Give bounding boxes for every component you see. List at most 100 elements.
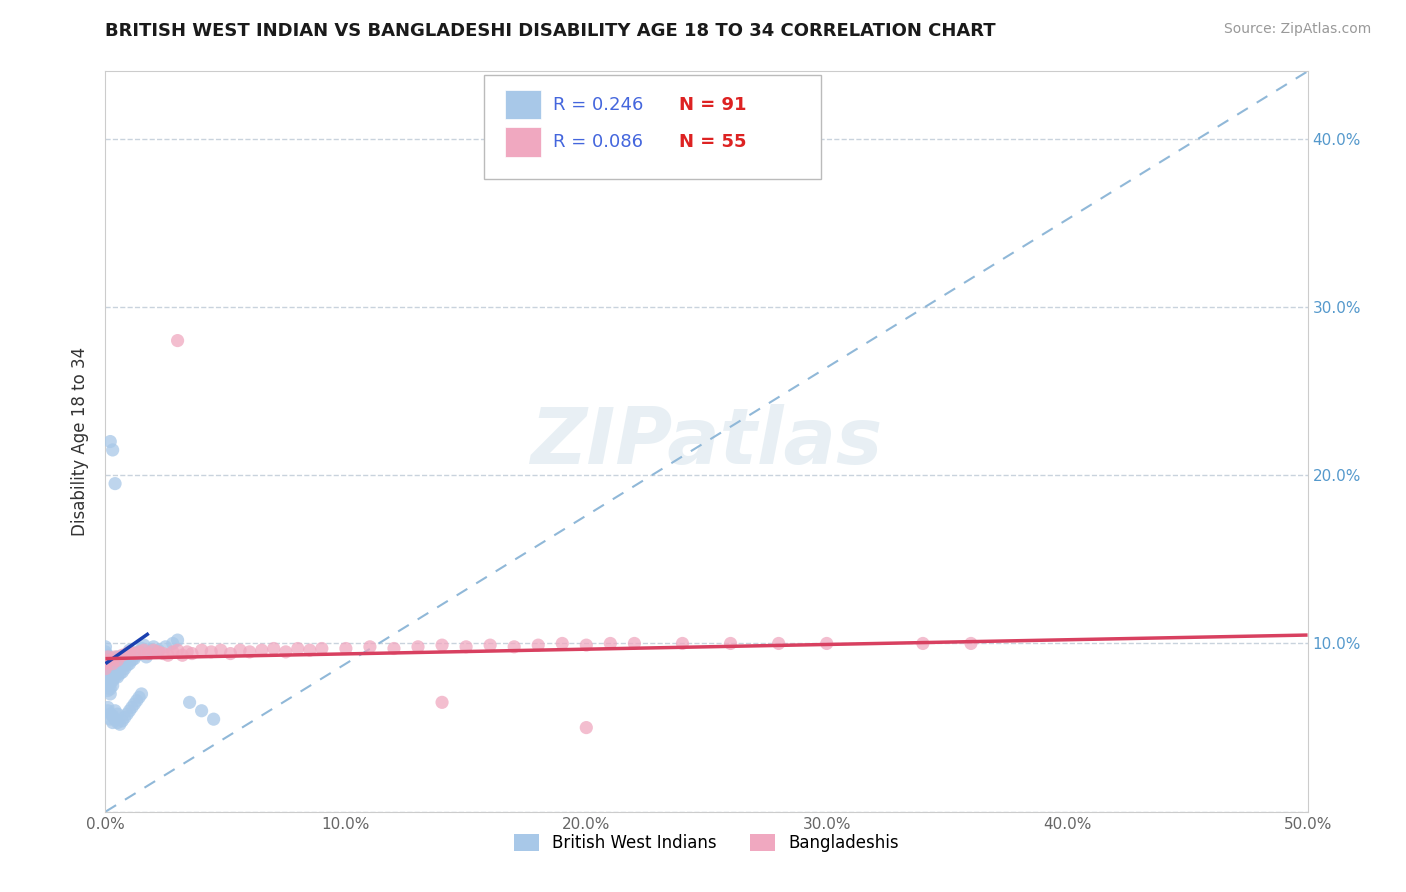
Point [104,704,127,718]
Point [107,649,129,664]
Point [125,694,148,708]
Point [107,658,129,673]
Point [815,636,838,650]
Point [118,649,141,664]
Point [115,658,138,673]
Point [960,636,983,650]
Point [101,666,124,681]
Point [121,647,143,661]
Point [111,649,134,664]
Point [104,649,127,664]
Point [162,645,184,659]
Point [124,651,146,665]
Point [128,645,150,659]
Point [108,717,131,731]
Point [97,648,120,663]
Point [94,666,117,681]
Point [114,655,136,669]
Point [94,640,117,654]
Point [135,649,157,664]
Point [101,715,124,730]
Point [98,665,121,679]
FancyBboxPatch shape [484,75,821,178]
Point [768,636,790,650]
Point [101,673,124,688]
Point [97,662,120,676]
Point [142,643,165,657]
FancyBboxPatch shape [505,127,541,156]
Point [104,476,127,491]
Point [98,434,121,449]
Point [720,636,742,650]
Point [97,673,120,688]
Point [121,700,143,714]
Point [671,636,693,650]
Point [599,636,621,650]
Point [148,645,170,659]
Point [172,648,194,663]
Point [311,641,333,656]
Point [575,638,598,652]
Point [101,660,124,674]
Point [406,640,429,654]
Point [98,677,121,691]
Point [124,647,146,661]
Point [274,645,297,659]
Point [94,658,117,673]
Point [97,658,120,673]
Point [138,647,160,661]
Point [98,653,121,667]
Point [94,653,117,667]
Point [108,660,131,674]
Point [115,707,138,722]
Point [104,658,127,673]
Point [111,714,134,728]
Text: N = 91: N = 91 [679,95,747,113]
Point [97,653,120,667]
Point [97,683,120,698]
Point [94,662,117,676]
Point [503,640,526,654]
Point [209,643,232,657]
Point [132,643,155,657]
Text: R = 0.086: R = 0.086 [553,133,643,151]
Point [97,704,120,718]
Point [155,640,177,654]
Point [124,697,146,711]
Point [101,653,124,667]
Point [101,442,124,457]
Point [176,645,198,659]
Point [121,653,143,667]
Point [359,640,381,654]
Point [101,657,124,671]
Point [107,653,129,667]
FancyBboxPatch shape [505,90,541,120]
Point [479,638,502,652]
Point [181,647,204,661]
Text: ZIPatlas: ZIPatlas [530,403,883,480]
Point [98,712,121,726]
Point [108,653,131,667]
Point [200,645,222,659]
Point [94,657,117,671]
Point [263,641,285,656]
Point [107,670,129,684]
Point [115,651,138,665]
Point [111,658,134,673]
Point [94,657,117,671]
Point [118,643,141,657]
Point [128,690,150,705]
Point [287,641,309,656]
Point [107,665,129,679]
Point [162,636,184,650]
Point [335,641,357,656]
Point [97,666,120,681]
Text: R = 0.246: R = 0.246 [553,95,643,113]
Point [551,636,574,650]
Point [575,721,598,735]
Point [202,712,225,726]
Point [430,695,453,709]
Point [104,670,127,684]
Point [104,651,127,665]
Point [94,653,117,667]
